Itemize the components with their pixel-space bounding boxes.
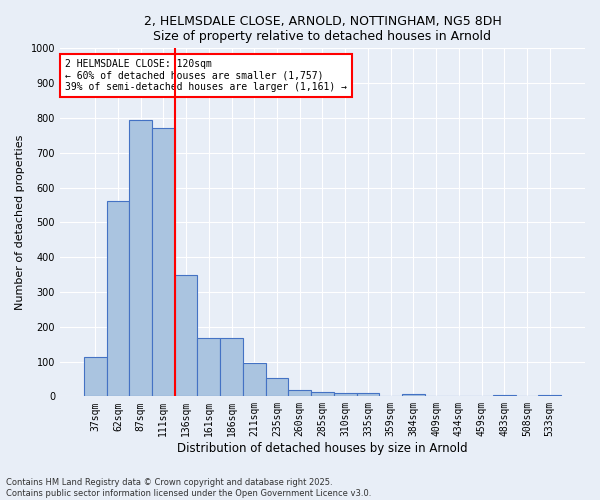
Bar: [243, 362, 266, 396]
Title: 2, HELMSDALE CLOSE, ARNOLD, NOTTINGHAM, NG5 8DH
Size of property relative to det: 2, HELMSDALE CLOSE, ARNOLD, NOTTINGHAM, …: [143, 15, 502, 43]
Bar: [289, 390, 311, 396]
Bar: [334, 392, 356, 396]
Bar: [152, 128, 175, 396]
Bar: [356, 393, 379, 396]
Text: Contains HM Land Registry data © Crown copyright and database right 2025.
Contai: Contains HM Land Registry data © Crown c…: [6, 478, 371, 498]
Y-axis label: Number of detached properties: Number of detached properties: [15, 134, 25, 310]
Bar: [84, 358, 107, 397]
Bar: [311, 392, 334, 396]
Bar: [107, 201, 129, 396]
Bar: [197, 338, 220, 396]
Text: 2 HELMSDALE CLOSE: 120sqm
← 60% of detached houses are smaller (1,757)
39% of se: 2 HELMSDALE CLOSE: 120sqm ← 60% of detac…: [65, 59, 347, 92]
Bar: [175, 275, 197, 396]
Bar: [220, 338, 243, 396]
Bar: [493, 394, 515, 396]
Bar: [266, 378, 289, 396]
Bar: [402, 394, 425, 396]
X-axis label: Distribution of detached houses by size in Arnold: Distribution of detached houses by size …: [177, 442, 468, 455]
Bar: [129, 120, 152, 396]
Bar: [538, 394, 561, 396]
